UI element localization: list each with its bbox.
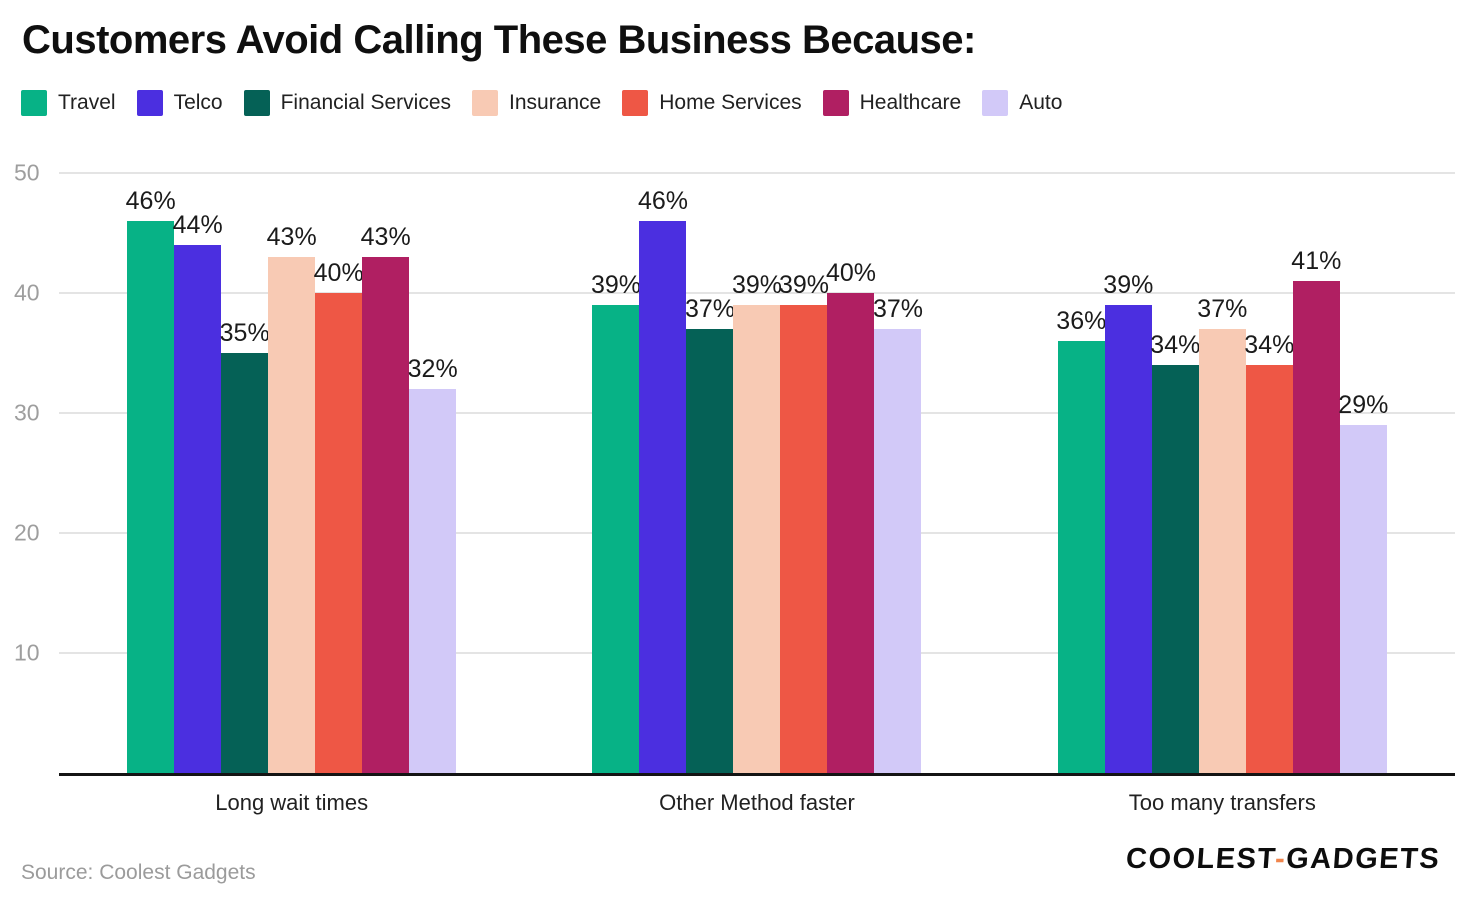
bar-value-label: 39% (731, 270, 783, 299)
bar-cluster: 46% 44% 35% 43% 40% 43% 32% (126, 187, 458, 773)
bar-value-label: 35% (219, 318, 270, 347)
legend-swatch (822, 90, 849, 116)
bar-healthcare: 41% (1291, 247, 1341, 773)
bar-value-label: 43% (360, 222, 411, 251)
bar-auto: 32% (408, 355, 458, 773)
bar-healthcare: 40% (826, 259, 876, 773)
bar-cluster: 36% 39% 34% 37% 34% 41% 29% (1056, 247, 1388, 773)
bar-value-label: 40% (825, 258, 877, 287)
bar-value-label: 29% (1338, 390, 1389, 419)
bar-value-label: 37% (872, 294, 924, 323)
brand-logo-secondary: GADGETS (1285, 843, 1442, 875)
bar-financial-services: 34% (1150, 331, 1200, 773)
legend-item-insurance: Insurance (472, 90, 601, 116)
legend-item-travel: Travel (21, 90, 116, 116)
bar-value-label: 39% (778, 270, 830, 299)
legend-label: Travel (58, 91, 116, 114)
legend-label: Healthcare (859, 91, 962, 114)
legend: Travel Telco Financial Services Insurance Ho… (21, 90, 1083, 116)
bar-auto: 29% (1338, 391, 1388, 773)
x-axis-label-other-method-faster: Other Method faster (659, 790, 855, 815)
legend-swatch (472, 90, 499, 116)
x-axis-label-too-many-transfers: Too many transfers (1128, 790, 1316, 815)
bar-value-label: 34% (1244, 330, 1295, 359)
legend-item-auto: Auto (982, 90, 1062, 116)
y-tick-label-20: 20 (14, 519, 40, 546)
bar-value-label: 34% (1150, 330, 1201, 359)
bar-telco: 44% (173, 211, 223, 773)
bar-value-label: 39% (1103, 270, 1154, 299)
bar-insurance: 39% (732, 271, 782, 773)
bar-insurance: 43% (267, 223, 317, 773)
brand-logo-primary: COOLEST (1124, 843, 1277, 875)
bar-travel: 36% (1056, 307, 1106, 773)
legend-swatch (21, 90, 47, 116)
bar-group-other-method-faster: 39% 46% 37% 39% 39% 40% 37% (524, 176, 989, 773)
bar-groups: 46% 44% 35% 43% 40% 43% 32% 39% 46% 37% 39% 39% 40% 3… (59, 176, 1455, 773)
bar-value-label: 32% (407, 354, 458, 383)
brand-logo: COOLEST-GADGETS (1125, 843, 1441, 876)
bar-value-label: 46% (125, 186, 176, 215)
bar-group-long-wait-times: 46% 44% 35% 43% 40% 43% 32% (59, 176, 524, 773)
legend-item-financial-services: Financial Services (243, 90, 452, 116)
legend-swatch (243, 90, 270, 116)
legend-swatch (622, 90, 649, 116)
y-tick-label-30: 30 (14, 399, 40, 426)
bar-telco: 39% (1103, 271, 1153, 773)
bar-value-label: 41% (1291, 246, 1342, 275)
legend-item-telco: Telco (136, 90, 223, 116)
bar-value-label: 44% (172, 210, 223, 239)
y-tick-label-40: 40 (14, 279, 40, 306)
legend-label: Auto (1019, 91, 1063, 114)
bar-insurance: 37% (1197, 295, 1247, 773)
bar-home-services: 34% (1244, 331, 1294, 773)
legend-swatch (136, 90, 163, 116)
legend-item-healthcare: Healthcare (822, 90, 962, 116)
bar-financial-services: 37% (685, 295, 735, 773)
legend-label: Financial Services (280, 91, 452, 114)
plot-area: 10 20 30 40 50 46% 44% 35% 43% 40% 43% 32% 39% 46% 37… (14, 161, 1455, 776)
bar-value-label: 36% (1056, 306, 1107, 335)
source-note: Source: Coolest Gadgets (21, 861, 256, 884)
legend-label: Telco (173, 91, 223, 114)
bar-value-label: 40% (313, 258, 364, 287)
bar-travel: 39% (591, 271, 641, 773)
gridline-50 (59, 172, 1455, 174)
x-axis-label-long-wait-times: Long wait times (215, 790, 369, 815)
bar-home-services: 39% (779, 271, 829, 773)
bar-value-label: 37% (1197, 294, 1248, 323)
bar-travel: 46% (126, 187, 176, 773)
bar-healthcare: 43% (361, 223, 411, 773)
legend-item-home-services: Home Services (622, 90, 802, 116)
bar-cluster: 39% 46% 37% 39% 39% 40% 37% (591, 187, 923, 773)
bar-financial-services: 35% (220, 319, 270, 773)
bar-auto: 37% (873, 295, 923, 773)
bar-value-label: 46% (637, 186, 689, 215)
chart-title: Customers Avoid Calling These Business B… (22, 18, 976, 62)
x-axis-labels: Long wait times Other Method faster Too ma… (59, 790, 1455, 816)
legend-label: Insurance (509, 91, 602, 114)
bar-telco: 46% (638, 187, 688, 773)
bar-value-label: 39% (590, 270, 642, 299)
legend-label: Home Services (659, 91, 802, 114)
bar-value-label: 37% (684, 294, 736, 323)
y-tick-label-50: 50 (14, 159, 40, 186)
gridline-40 (59, 292, 1455, 294)
legend-swatch (982, 90, 1009, 116)
bar-group-too-many-transfers: 36% 39% 34% 37% 34% 41% 29% (990, 176, 1455, 773)
bar-home-services: 40% (314, 259, 364, 773)
bar-value-label: 43% (266, 222, 317, 251)
y-tick-label-10: 10 (14, 639, 40, 666)
